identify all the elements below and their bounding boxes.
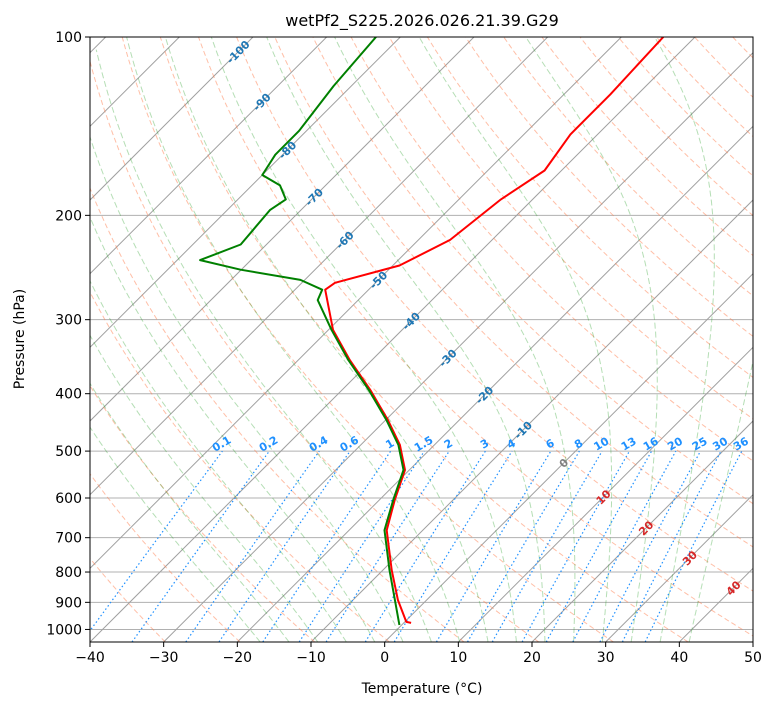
isotherm-line bbox=[237, 37, 775, 642]
temperature-profile-line bbox=[325, 37, 663, 623]
x-tick-label: 20 bbox=[523, 650, 541, 666]
mixing-ratio-label: 6 bbox=[544, 436, 557, 451]
moist-adiabat-line bbox=[96, 50, 431, 642]
moist-adiabat-line bbox=[72, 73, 403, 642]
isotherm-line bbox=[0, 37, 327, 642]
y-tick-label: 700 bbox=[55, 531, 82, 547]
isotherm-line bbox=[0, 37, 400, 642]
dry-adiabat-line bbox=[466, 37, 775, 642]
mixing-ratio-line bbox=[436, 451, 551, 642]
isotherm-line bbox=[16, 37, 621, 642]
y-tick-label: 600 bbox=[55, 491, 82, 507]
x-tick-label: 30 bbox=[597, 650, 615, 666]
moist-adiabat-line bbox=[165, 37, 488, 642]
x-tick-label: −20 bbox=[223, 650, 253, 666]
y-tick-label: 900 bbox=[55, 595, 82, 611]
isotherm-line bbox=[164, 37, 769, 642]
dry-adiabat-line bbox=[275, 37, 775, 642]
x-tick-label: −30 bbox=[149, 650, 179, 666]
dry-adiabat-line bbox=[389, 37, 775, 642]
mixing-ratio-line bbox=[82, 451, 223, 642]
dry-adiabat-line bbox=[0, 37, 315, 642]
mixing-ratio-label: 2 bbox=[442, 437, 455, 452]
isotherm-label: -100 bbox=[224, 38, 253, 67]
isotherm-line bbox=[532, 37, 775, 642]
dry-adiabat-line bbox=[771, 37, 775, 642]
dry-adiabat-line bbox=[656, 37, 775, 642]
isotherm-line bbox=[385, 37, 775, 642]
x-tick-label: 50 bbox=[744, 650, 762, 666]
mixing-ratio-label: 4 bbox=[505, 436, 518, 451]
x-tick-label: 0 bbox=[380, 650, 389, 666]
dry-adiabat-line bbox=[695, 37, 775, 642]
y-tick-label: 300 bbox=[55, 313, 82, 329]
mixing-ratio-line bbox=[573, 451, 676, 642]
x-axis-label: Temperature (°C) bbox=[361, 681, 483, 697]
y-tick-label: 100 bbox=[55, 30, 82, 46]
y-axis-label: Pressure (hPa) bbox=[12, 289, 28, 389]
isotherm-line bbox=[458, 37, 775, 642]
dry-adiabat-line bbox=[427, 37, 775, 642]
dry-adiabat-line bbox=[733, 37, 775, 642]
moist-adiabat-line bbox=[526, 37, 658, 642]
y-tick-label: 1000 bbox=[46, 622, 82, 638]
y-tick-label: 500 bbox=[55, 444, 82, 460]
mixing-ratio-line bbox=[326, 451, 449, 642]
x-tick-label: 10 bbox=[449, 650, 467, 666]
dry-adiabat-line bbox=[504, 37, 775, 642]
x-tick-label: −10 bbox=[296, 650, 326, 666]
dewpoint-profile-line bbox=[200, 37, 403, 625]
mixing-ratio-line bbox=[622, 451, 721, 642]
mixing-ratio-line bbox=[219, 451, 350, 642]
plot-area bbox=[0, 37, 775, 642]
isotherm-label: -80 bbox=[276, 138, 299, 161]
isotherm-line bbox=[753, 37, 775, 642]
mixing-ratio-line bbox=[299, 451, 424, 642]
moist-adiabat-line bbox=[127, 37, 460, 642]
x-tick-label: −40 bbox=[75, 650, 105, 666]
dry-adiabat-line bbox=[351, 37, 775, 642]
isotherm-line bbox=[90, 37, 695, 642]
moist-adiabat-line bbox=[655, 37, 715, 642]
y-tick-label: 800 bbox=[55, 565, 82, 581]
dry-adiabat-line bbox=[160, 37, 688, 642]
dry-adiabat-line bbox=[84, 37, 539, 642]
y-tick-label: 400 bbox=[55, 387, 82, 403]
x-tick-label: 40 bbox=[670, 650, 688, 666]
chart-title: wetPf2_S225.2026.026.21.39.G29 bbox=[285, 11, 559, 31]
moist-adiabat-line bbox=[0, 158, 289, 642]
y-tick-label: 200 bbox=[55, 208, 82, 224]
dry-adiabat-line bbox=[0, 37, 240, 642]
dry-adiabat-line bbox=[237, 37, 775, 642]
